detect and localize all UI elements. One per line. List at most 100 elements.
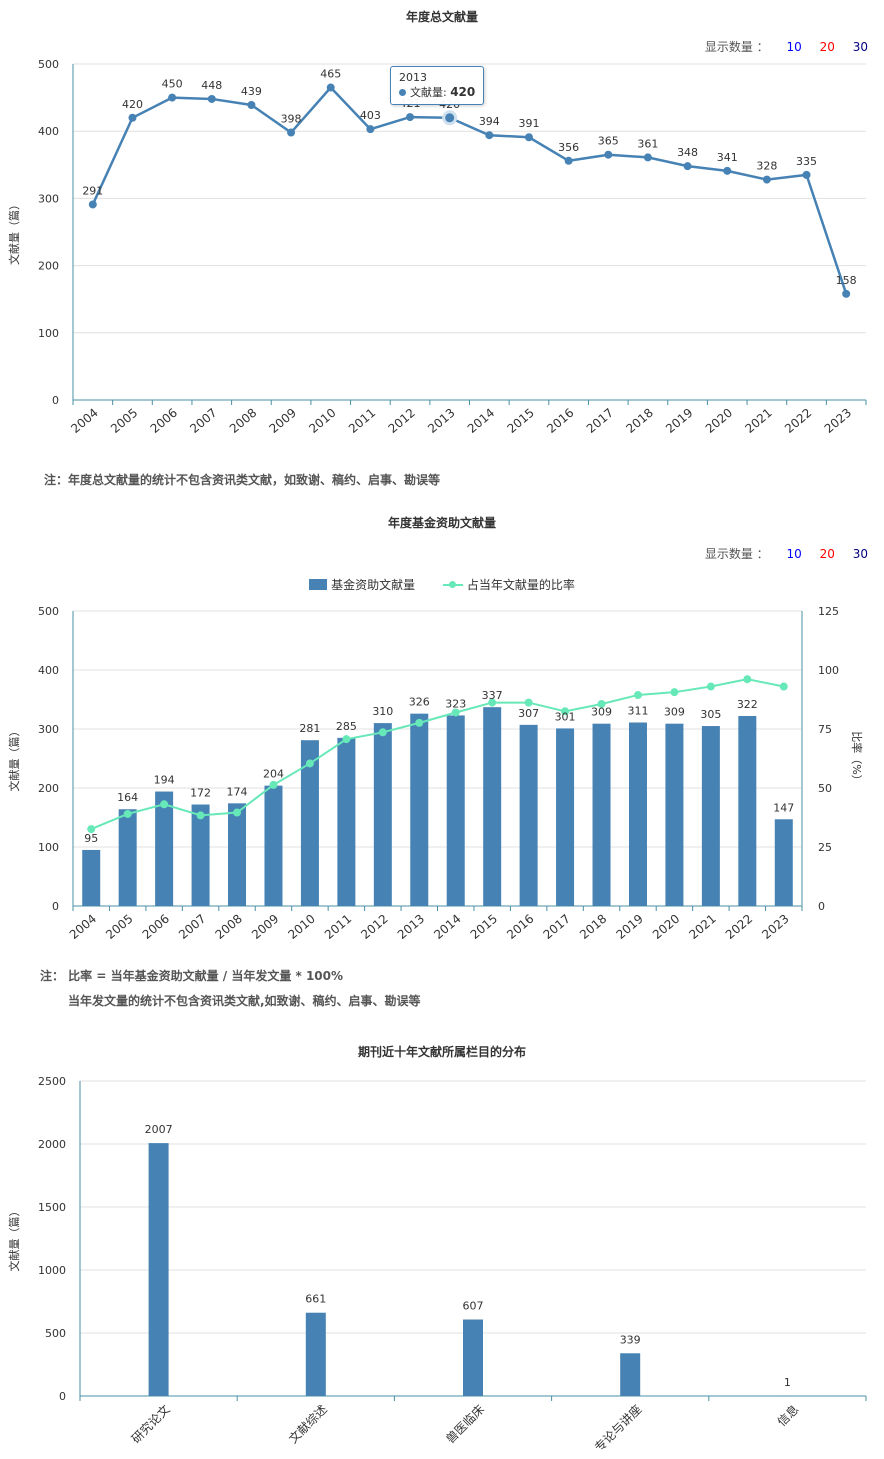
data-label: 398 — [281, 113, 302, 126]
data-label: 465 — [320, 68, 341, 81]
chart1-count-20[interactable]: 20 — [819, 40, 835, 54]
chart3-title: 期刊近十年文献所属栏目的分布 — [357, 1045, 526, 1059]
ratio-point — [706, 682, 715, 691]
chart2-count-20[interactable]: 20 — [819, 547, 835, 561]
chart1-count-control: 显示数量 ： 10 20 30 — [705, 38, 868, 55]
y-tick-label: 0 — [52, 394, 59, 407]
bar — [774, 819, 793, 906]
y-tick-label: 100 — [38, 841, 59, 854]
data-point — [366, 125, 375, 134]
legend-label-ratio: 占当年文献量的比率 — [466, 578, 575, 592]
chart2-count-10[interactable]: 10 — [786, 547, 802, 561]
ratio-point — [233, 808, 242, 817]
chart2-count-control: 显示数量 ： 10 20 30 — [705, 545, 868, 562]
tooltip-year: 2013 — [399, 71, 427, 84]
y2-tick-label: 50 — [818, 782, 832, 795]
chart1-count-30[interactable]: 30 — [852, 40, 868, 54]
bar — [148, 1143, 169, 1396]
y-tick-label: 0 — [59, 1390, 66, 1403]
chart1-tooltip: 2013 文献量: 420 — [390, 66, 485, 105]
data-point — [683, 162, 692, 171]
chart1-title: 年度总文献量 — [405, 10, 478, 24]
data-label: 281 — [299, 722, 320, 735]
series-line — [91, 85, 848, 295]
data-point — [643, 153, 652, 162]
data-point — [762, 175, 771, 184]
data-point — [485, 131, 494, 140]
data-label: 95 — [84, 832, 98, 845]
y-tick-label: 500 — [45, 1327, 66, 1340]
bar — [373, 723, 392, 906]
y-tick-label: 1000 — [38, 1264, 66, 1277]
bar — [701, 726, 720, 906]
chart2-count-label: 显示数量 ： — [704, 547, 769, 561]
bar — [519, 724, 538, 906]
data-label: 311 — [627, 705, 648, 718]
y-tick-label: 0 — [52, 900, 59, 913]
data-label: 394 — [479, 115, 500, 128]
y-tick-label: 100 — [38, 327, 59, 340]
chart1-count-10[interactable]: 10 — [786, 40, 802, 54]
chart2-note-line1: 注： 比率 = 当年基金资助文献量 / 当年发文量 * 100% — [40, 969, 344, 983]
data-label: 172 — [190, 787, 211, 800]
data-label: 309 — [664, 706, 685, 719]
y-tick-label: 300 — [38, 723, 59, 736]
data-label: 450 — [162, 78, 183, 91]
ratio-point — [561, 707, 570, 716]
x-tick-label: 专论与讲座 — [591, 1402, 644, 1455]
data-label: 661 — [305, 1293, 326, 1306]
y2-axis-title: 比率（%） — [850, 731, 864, 785]
data-point — [564, 156, 573, 165]
data-label: 607 — [463, 1300, 484, 1313]
ratio-point — [779, 682, 788, 691]
data-point — [247, 100, 256, 109]
data-label: 348 — [677, 146, 698, 159]
bar — [463, 1319, 483, 1396]
data-label: 328 — [756, 160, 777, 173]
bar — [264, 785, 283, 906]
chart1-note: 注：年度总文献量的统计不包含资讯类文献，如致谢、稿约、启事、勘误等 — [44, 473, 441, 487]
y-tick-label: 500 — [38, 605, 59, 618]
y-axis-title: 文献量（篇） — [7, 726, 21, 792]
x-tick-label: 信息 — [774, 1402, 802, 1430]
data-label: 2007 — [145, 1123, 173, 1136]
data-point — [88, 200, 97, 209]
data-label: 326 — [409, 696, 430, 709]
data-label: 337 — [482, 689, 503, 702]
ratio-line — [90, 678, 784, 830]
data-point — [802, 170, 811, 179]
y-tick-label: 2000 — [38, 1138, 66, 1151]
y-tick-label: 300 — [38, 192, 59, 205]
bar — [337, 737, 356, 906]
data-label: 439 — [241, 85, 262, 98]
y2-tick-label: 25 — [818, 841, 832, 854]
legend-item-ratio[interactable]: 占当年文献量的比率 — [442, 576, 575, 593]
x-tick-label: 文献综述 — [285, 1402, 330, 1447]
y-tick-label: 1500 — [38, 1201, 66, 1214]
ratio-point — [743, 675, 752, 684]
data-label: 310 — [372, 705, 393, 718]
data-label: 391 — [518, 117, 539, 130]
data-label: 322 — [737, 698, 758, 711]
legend-item-fund[interactable]: 基金资助文献量 — [309, 576, 415, 593]
data-point — [128, 113, 137, 122]
bar — [305, 1312, 326, 1396]
chart1-count-label: 显示数量 ： — [704, 40, 769, 54]
ratio-point — [123, 809, 132, 818]
chart2-legend: 基金资助文献量 占当年文献量的比率 — [0, 576, 884, 593]
bar — [228, 803, 247, 906]
data-label: 420 — [122, 98, 143, 111]
y-tick-label: 500 — [38, 58, 59, 71]
y-tick-label: 200 — [38, 260, 59, 273]
data-label: 305 — [700, 708, 721, 721]
chart2-count-30[interactable]: 30 — [852, 547, 868, 561]
bar — [410, 713, 429, 906]
data-label: 341 — [717, 151, 738, 164]
bar — [738, 716, 757, 906]
y2-tick-label: 75 — [818, 723, 832, 736]
y2-tick-label: 125 — [818, 605, 839, 618]
bar — [620, 1353, 641, 1396]
data-label: 1 — [784, 1376, 791, 1389]
